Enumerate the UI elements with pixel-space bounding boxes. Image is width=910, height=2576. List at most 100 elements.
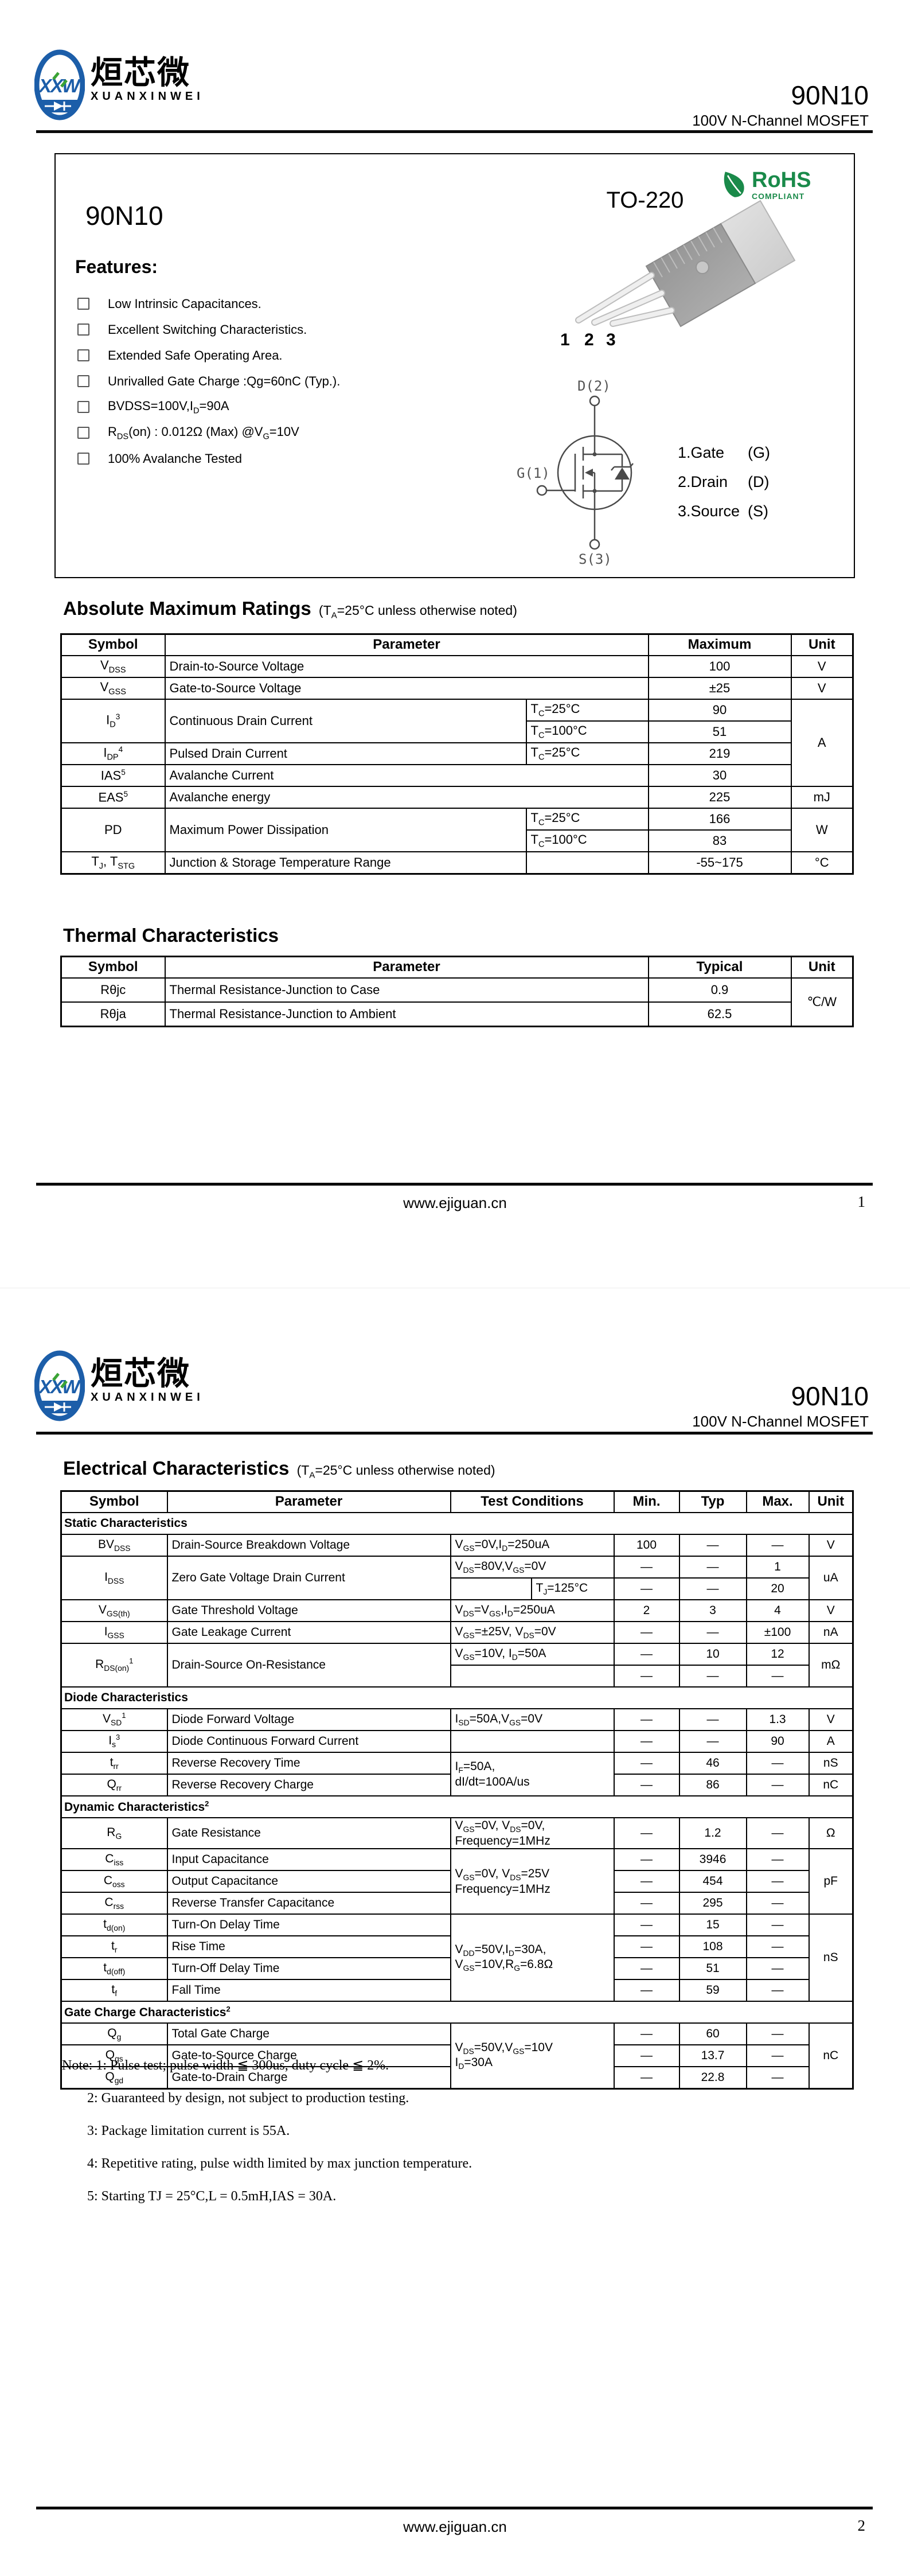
- table-cell: —: [745, 1870, 810, 1893]
- symbol-cell: Rθja: [60, 1001, 166, 1027]
- table-cell: —: [745, 1848, 810, 1872]
- features-list: Low Intrinsic Capacitances. Excellent Sw…: [77, 291, 340, 471]
- part-number: 90N10: [791, 80, 869, 110]
- feature-item: Extended Safe Operating Area.: [77, 342, 340, 368]
- symbol-cell: tr: [60, 1935, 168, 1959]
- brand-name-en: XUANXINWEI: [91, 1391, 204, 1404]
- table-cell: 51: [647, 720, 792, 743]
- table-cell: IF=50A, dI/dt=100A/us: [450, 1752, 615, 1796]
- table-cell: nA: [808, 1621, 854, 1644]
- table-cell: —: [678, 1621, 747, 1644]
- table-cell: 59: [678, 1979, 747, 2002]
- table-cell: —: [613, 1556, 680, 1579]
- feature-text: Low Intrinsic Capacitances.: [108, 296, 261, 311]
- table-cell: Zero Gate Voltage Drain Current: [166, 1556, 451, 1600]
- table-cell: nC: [808, 2022, 854, 2090]
- gate-label: G(1): [517, 465, 550, 481]
- table-cell: 166: [647, 808, 792, 831]
- table-cell: nC: [808, 1774, 854, 1796]
- symbol-cell: IAS5: [60, 764, 166, 787]
- table-cell: A: [790, 699, 854, 787]
- rohs-badge: RoHS COMPLIANT: [720, 169, 811, 202]
- table-cell: VDS=VGS,ID=250uA: [450, 1599, 615, 1622]
- table-cell: —: [613, 1752, 680, 1775]
- symbol-cell: BVDSS: [60, 1534, 168, 1557]
- brand-name-cn: 烜芯微: [91, 54, 190, 91]
- brand: XXW 烜芯微 XUANXINWEI: [34, 1350, 204, 1424]
- table-cell: Turn-Off Delay Time: [166, 1957, 451, 1981]
- table-cell: 1: [745, 1556, 810, 1579]
- symbol-cell: VDSS: [60, 655, 166, 678]
- checkbox-icon: [77, 349, 89, 361]
- table-cell: —: [613, 2066, 680, 2090]
- abs-max-title-text: Absolute Maximum Ratings: [63, 598, 311, 619]
- table-cell: -55~175: [647, 851, 792, 875]
- table-cell: Gate-to-Source Voltage: [164, 677, 649, 700]
- table-cell: 225: [647, 786, 792, 809]
- checkbox-icon: [77, 427, 89, 439]
- table-cell: 83: [647, 829, 792, 852]
- table-cell: TC=25°C: [525, 808, 649, 831]
- thermal-table: Symbol Parameter Typical Unit Rθjc Thermal Re…: [60, 956, 854, 1027]
- column-header: Min.: [613, 1490, 680, 1513]
- table-cell: 4: [745, 1599, 810, 1622]
- table-cell: mJ: [790, 786, 854, 809]
- pin-function-row: 1.Gate (G): [678, 444, 770, 462]
- table-cell: [450, 1730, 615, 1753]
- header-rule: [36, 1432, 873, 1435]
- table-cell: 10: [678, 1643, 747, 1666]
- table-cell: —: [613, 1935, 680, 1959]
- table-cell: 13.7: [678, 2044, 747, 2068]
- table-cell: Output Capacitance: [166, 1870, 451, 1893]
- table-cell: TC=25°C: [525, 742, 649, 765]
- table-cell: VGS=0V, VDS=25V Frequency=1MHz: [450, 1848, 615, 1915]
- pin-function-letter: (G): [748, 444, 770, 461]
- symbol-cell: EAS5: [60, 786, 166, 809]
- table-cell: —: [613, 1621, 680, 1644]
- abs-max-title: Absolute Maximum Ratings (TA=25°C unless…: [63, 598, 517, 621]
- symbol-cell: Ciss: [60, 1848, 168, 1872]
- table-cell: —: [745, 2022, 810, 2046]
- table-cell: 30: [647, 764, 792, 787]
- table-cell: 1.2: [678, 1817, 747, 1850]
- column-header: Typ: [678, 1490, 747, 1513]
- table-cell: 3: [678, 1599, 747, 1622]
- note-line: Note: 1: Pulse test; pulse width ≦ 300us…: [62, 2058, 389, 2073]
- table-cell: Reverse Transfer Capacitance: [166, 1892, 451, 1915]
- table-cell: [450, 1577, 532, 1600]
- pin-function-name: 1.Gate: [678, 444, 725, 461]
- table-cell: —: [613, 1870, 680, 1893]
- product-box: 90N10 Features: Low Intrinsic Capacitanc…: [54, 153, 855, 578]
- column-header: Maximum: [647, 633, 792, 656]
- table-cell: Diode Forward Voltage: [166, 1708, 451, 1731]
- table-cell: Diode Continuous Forward Current: [166, 1730, 451, 1753]
- part-head: 90N10 100V N-Channel MOSFET: [692, 82, 869, 130]
- table-cell: —: [745, 1752, 810, 1775]
- table-cell: ±100: [745, 1621, 810, 1644]
- checkbox-icon: [77, 298, 89, 310]
- table-cell: Drain-Source On-Resistance: [166, 1643, 451, 1688]
- pin-function-name: 3.Source: [678, 502, 740, 520]
- table-cell: —: [678, 1708, 747, 1731]
- table-cell: Maximum Power Dissipation: [164, 808, 527, 852]
- brand-name-cn: 烜芯微: [91, 1355, 190, 1392]
- table-cell: —: [745, 1935, 810, 1959]
- table-cell: —: [745, 1817, 810, 1850]
- table-cell: —: [745, 1914, 810, 1937]
- table-cell: Gate Resistance: [166, 1817, 451, 1850]
- footer-url: www.ejiguan.cn: [403, 1194, 507, 1211]
- table-cell: 1.3: [745, 1708, 810, 1731]
- abs-max-table: Symbol Parameter Maximum Unit VDSS Drain-to-S…: [60, 633, 854, 875]
- part-head: 90N10 100V N-Channel MOSFET: [692, 1383, 869, 1431]
- symbol-cell: Rθjc: [60, 977, 166, 1003]
- package-name: TO-220: [606, 188, 684, 213]
- pin-number-label: 1: [560, 330, 570, 349]
- symbol-cell: TJ, TSTG: [60, 851, 166, 875]
- part-subtitle: 100V N-Channel MOSFET: [692, 1413, 869, 1430]
- table-cell: 90: [745, 1730, 810, 1753]
- pin-function-letter: (S): [748, 502, 768, 520]
- symbol-cell: trr: [60, 1752, 168, 1775]
- electrical-table: Symbol Parameter Test Conditions Min. Typ Max…: [60, 1490, 854, 2090]
- feature-item: 100% Avalanche Tested: [77, 446, 340, 471]
- table-cell: Continuous Drain Current: [164, 699, 527, 743]
